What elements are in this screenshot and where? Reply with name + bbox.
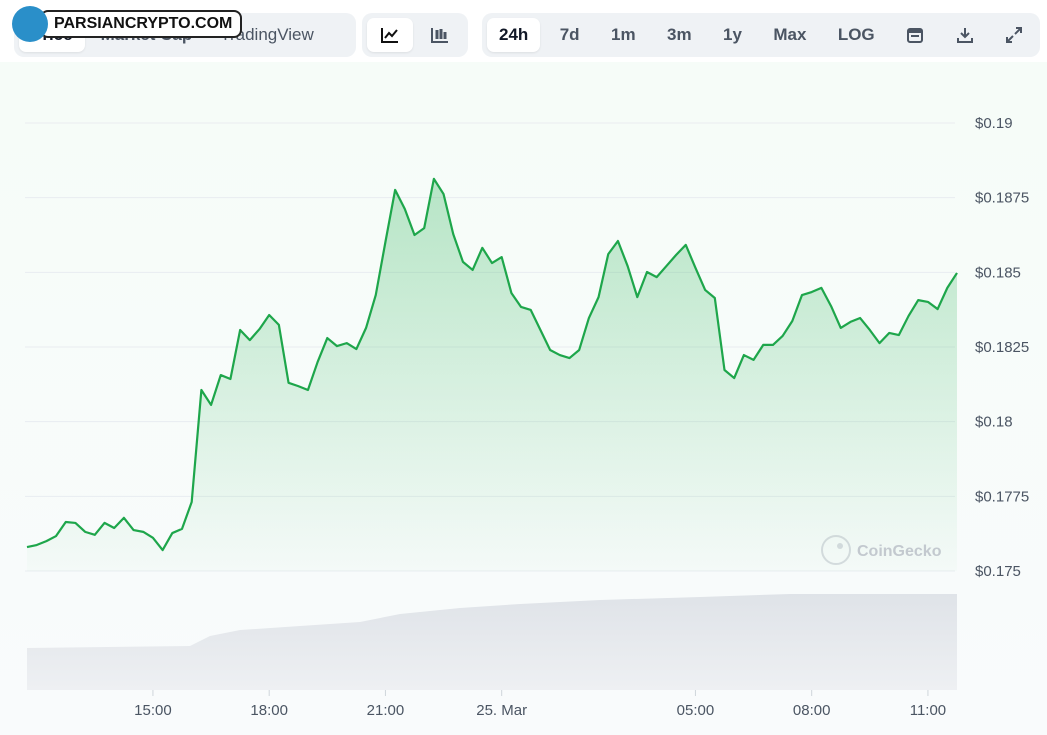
tab[interactable]: TradingView (220, 25, 314, 44)
price-line (26, 177, 958, 552)
volume-band (27, 594, 957, 690)
line-chart-button[interactable] (367, 18, 413, 52)
x-tick-label: 21:00 (367, 702, 405, 719)
download-button[interactable] (944, 18, 986, 52)
candle-chart-button[interactable] (417, 18, 463, 52)
x-tick-label: 11:00 (910, 702, 946, 719)
attribution: CoinGecko (857, 543, 942, 560)
chart-style (362, 13, 468, 57)
x-tick-label: 05:00 (677, 702, 715, 719)
watermark-icon (12, 6, 48, 42)
range-buttons: 24h 7d 1m 3m 1y Max LOG (482, 13, 1040, 57)
range-button[interactable]: 7d (559, 25, 580, 44)
y-tick-label: $0.185 (975, 264, 1021, 281)
watermark-logo (821, 535, 851, 565)
watermark: PARSIANCRYPTO.COM (12, 6, 243, 42)
area-fill (27, 178, 957, 571)
fullscreen-button[interactable] (993, 18, 1035, 52)
x-tick-label: 25. Mar (476, 702, 527, 719)
range-button[interactable]: 24h (487, 18, 541, 52)
log-button[interactable]: LOG (837, 25, 875, 44)
toolbar: Price Market Cap TradingView 24h 7d 1m 3… (0, 0, 1047, 70)
y-tick-label: $0.19 (975, 115, 1013, 132)
calendar-button[interactable] (894, 18, 936, 52)
y-tick-label: $0.1825 (975, 339, 1029, 356)
y-tick-label: $0.1875 (975, 190, 1029, 207)
x-tick-label: 18:00 (250, 702, 288, 719)
y-tick-label: $0.175 (975, 563, 1021, 580)
range-button[interactable]: 1y (722, 25, 742, 44)
y-tick-label: $0.18 (975, 414, 1013, 431)
x-tick-label: 08:00 (793, 702, 831, 719)
y-tick-label: $0.1775 (975, 488, 1029, 505)
range-button[interactable]: 3m (666, 25, 692, 44)
range-button[interactable]: 1m (610, 25, 636, 44)
x-tick-label: 15:00 (134, 702, 172, 719)
watermark-text: PARSIANCRYPTO.COM (40, 10, 243, 38)
range-button[interactable]: Max (773, 25, 807, 44)
